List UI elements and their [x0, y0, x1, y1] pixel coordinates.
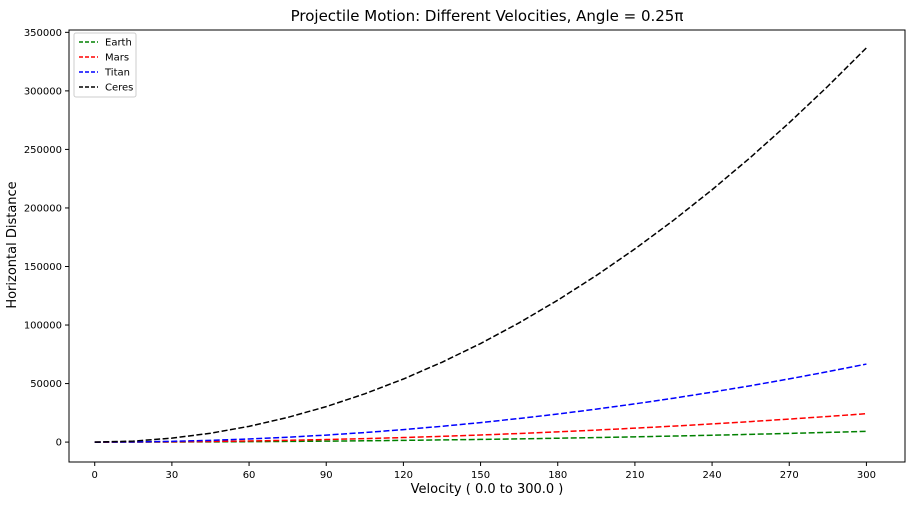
y-tick-label: 200000: [24, 203, 62, 214]
x-tick-label: 180: [548, 470, 567, 481]
x-tick-label: 210: [625, 470, 644, 481]
y-axis: 0 50000 100000 150000 200000 250000 300000 3500…: [24, 28, 69, 449]
y-tick-label: 100000: [24, 321, 62, 332]
x-tick-label: 240: [703, 470, 722, 481]
y-axis-label: Horizontal Distance: [5, 181, 20, 308]
legend: Earth Mars Titan Ceres: [73, 32, 137, 98]
x-tick-label: 120: [394, 470, 413, 481]
legend-box: [73, 32, 137, 98]
legend-label: Earth: [105, 38, 132, 49]
y-tick-label: 50000: [30, 379, 62, 390]
y-tick-label: 300000: [24, 86, 62, 97]
y-tick-label: 150000: [24, 262, 62, 273]
legend-label: Ceres: [105, 83, 133, 94]
chart-title: Projectile Motion: Different Velocities,…: [291, 7, 684, 25]
x-tick-label: 300: [857, 470, 876, 481]
x-tick-label: 270: [780, 470, 799, 481]
y-tick-label: 250000: [24, 145, 62, 156]
x-axis-label: Velocity ( 0.0 to 300.0 ): [411, 482, 564, 497]
series-line-mars: [94, 412, 867, 443]
series-line-titan: [94, 363, 867, 443]
x-tick-label: 60: [243, 470, 256, 481]
x-axis: 0 30 60 90 120 150 180 210 240 270 300: [92, 462, 876, 481]
y-tick-label: 350000: [24, 28, 62, 39]
series-line-ceres: [94, 47, 867, 443]
y-tick-label: 0: [56, 438, 62, 449]
x-tick-label: 0: [92, 470, 98, 481]
legend-label: Titan: [104, 68, 130, 79]
x-tick-label: 150: [471, 470, 490, 481]
x-tick-label: 90: [320, 470, 333, 481]
plot-area-frame: [68, 29, 906, 463]
series-lines: [94, 47, 867, 443]
x-tick-label: 30: [166, 470, 179, 481]
legend-label: Mars: [105, 53, 129, 64]
